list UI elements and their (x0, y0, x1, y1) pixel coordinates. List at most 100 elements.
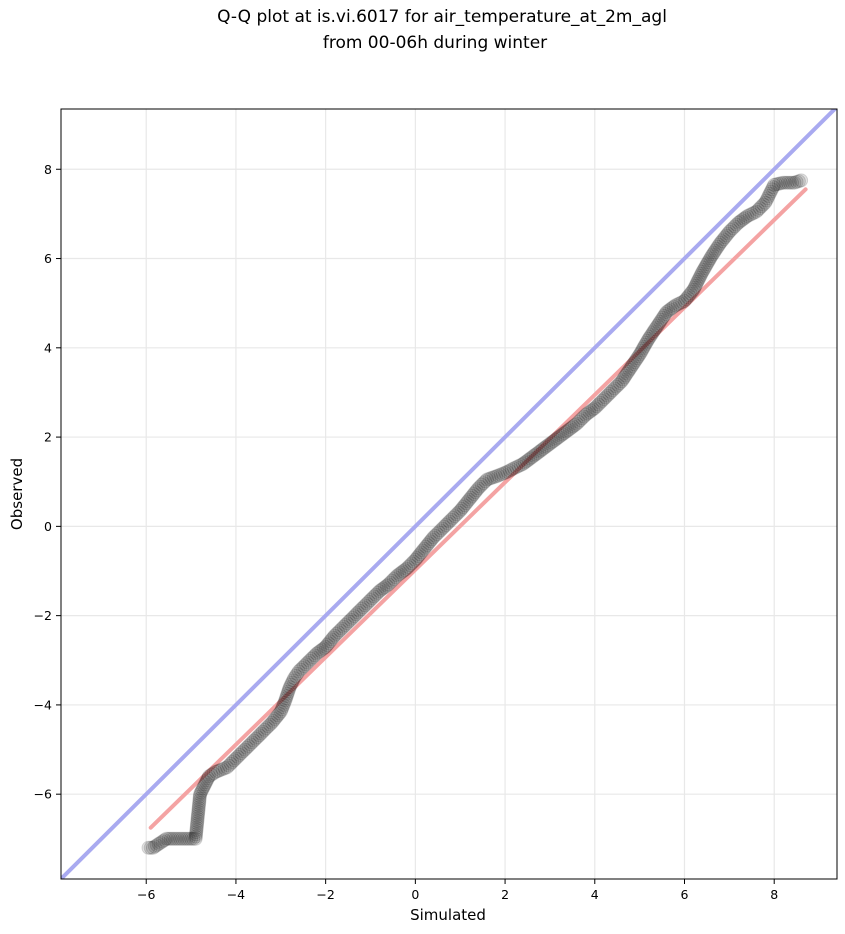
scatter-point (758, 195, 773, 210)
x-tick-label: −6 (137, 887, 155, 902)
scatter-point (690, 274, 705, 289)
scatter-point (584, 403, 599, 418)
scatter-point (374, 582, 389, 597)
scatter-point (236, 744, 251, 759)
scatter-point (717, 230, 732, 245)
scatter-point (239, 740, 254, 755)
scatter-point (424, 532, 439, 547)
scatter-point (297, 659, 312, 674)
scatter-point (184, 831, 199, 846)
scatter-point (220, 760, 234, 775)
scatter-point (151, 836, 166, 851)
scatter-point (225, 755, 240, 769)
scatter-point (661, 303, 676, 318)
scatter-point (542, 436, 557, 451)
scatter-point (478, 474, 493, 489)
scatter-point (534, 443, 548, 458)
scatter-point (189, 827, 203, 842)
scatter-point (359, 596, 374, 611)
scatter-point (197, 779, 211, 794)
scatter-point (280, 686, 295, 701)
scatter-point (193, 787, 208, 802)
scatter-point (440, 516, 455, 531)
scatter-point (603, 385, 618, 399)
scatter-point (206, 766, 221, 781)
scatter-point (476, 476, 491, 491)
scatter-point (498, 465, 513, 480)
scatter-point (302, 653, 317, 668)
scatter-point (653, 314, 668, 329)
scatter-point (291, 664, 306, 679)
scatter-point (562, 422, 577, 437)
scatter-point (782, 175, 797, 190)
scatter-point (523, 451, 538, 466)
scatter-point (285, 675, 299, 690)
scatter-point (557, 426, 572, 441)
y-tick-label: 6 (44, 251, 52, 266)
scatter-point (773, 176, 788, 191)
x-tick-label: −2 (316, 887, 334, 902)
scatter-point (245, 735, 260, 750)
scatter-point (749, 204, 764, 219)
scatter-point (274, 702, 289, 717)
scatter-point (707, 245, 721, 260)
scatter-point (191, 800, 206, 815)
scatter-point (414, 545, 429, 560)
scatter-point (270, 708, 285, 723)
scatter-point (754, 199, 769, 214)
scatter-point (751, 202, 766, 217)
scatter-point (710, 239, 725, 254)
scatter-point (411, 549, 426, 564)
scatter-point (614, 374, 629, 389)
scatter-point (298, 657, 313, 672)
scatter-point (628, 353, 643, 368)
scatter-point (720, 226, 735, 241)
scatter-point (578, 407, 593, 422)
scatter-point (420, 538, 435, 552)
scatter-point (286, 673, 301, 688)
scatter-point (484, 470, 499, 485)
scatter-point (591, 397, 606, 412)
scatter-point (571, 414, 586, 429)
scatter-point (695, 264, 710, 279)
scatter-point (724, 223, 739, 237)
scatter-point (343, 612, 358, 627)
scatter-point (415, 543, 430, 558)
scatter-point (243, 737, 258, 752)
scatter-point (388, 570, 403, 585)
scatter-point (273, 704, 288, 719)
x-tick-label: 4 (591, 887, 599, 902)
scatter-point (329, 626, 344, 641)
scatter-point (320, 638, 335, 652)
scatter-point (642, 330, 657, 344)
scatter-point (246, 733, 261, 748)
scatter-point (318, 639, 333, 654)
scatter-point (573, 413, 588, 428)
scatter-point (379, 578, 394, 593)
scatter-point (412, 547, 427, 562)
scatter-point (323, 634, 338, 649)
scatter-point (734, 213, 749, 228)
scatter-point (759, 193, 774, 208)
scatter-point (259, 721, 274, 736)
scatter-point (275, 700, 290, 715)
scatter-point (300, 655, 315, 670)
scatter-point (582, 405, 597, 420)
scatter-point (192, 793, 207, 808)
scatter-point (704, 249, 719, 264)
scatter-point (548, 432, 563, 447)
y-tick-label: −2 (34, 608, 52, 623)
scatter-point (519, 454, 534, 469)
scatter-point (673, 296, 687, 311)
scatter-point (358, 598, 373, 613)
scatter-point (282, 680, 297, 695)
scatter-point (480, 472, 495, 487)
scatter-point (762, 186, 777, 201)
scatter-point (703, 251, 718, 266)
scatter-point (221, 758, 236, 773)
scatter-point (553, 428, 568, 443)
x-tick-label: 2 (501, 887, 509, 902)
scatter-point (446, 510, 460, 525)
scatter-point (146, 840, 160, 855)
scatter-point (309, 646, 324, 661)
